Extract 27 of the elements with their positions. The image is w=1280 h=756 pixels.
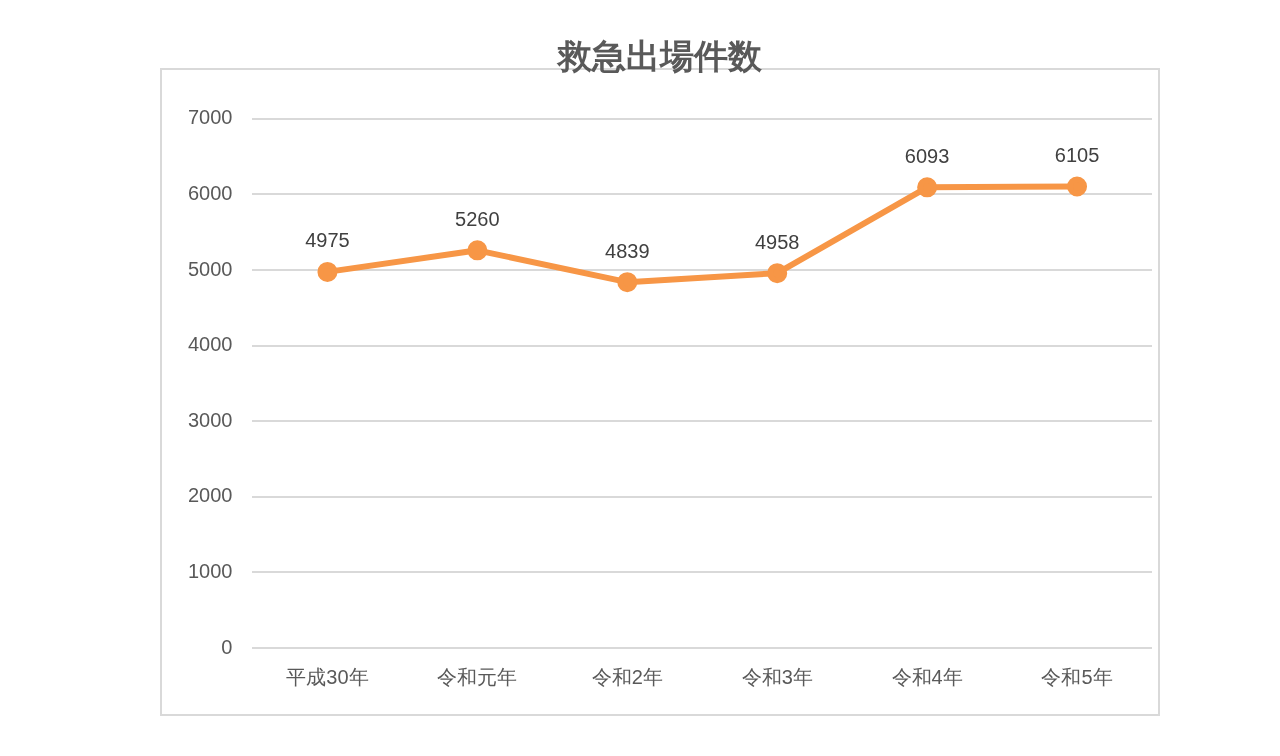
x-tick-label: 令和4年 [891,665,963,688]
x-tick-label: 令和元年 [437,665,518,688]
point [317,261,338,282]
x-tick-label: 平成30年 [286,665,369,688]
data-label: 4839 [605,239,650,262]
y-tick-label: 7000 [187,106,233,129]
point [467,240,488,261]
chart-title: 救急出場件数 [556,36,763,75]
x-tick-label: 令和2年 [591,665,663,688]
point [767,263,788,284]
y-tick-label: 2000 [187,484,233,507]
y-tick-label: 0 [221,635,233,658]
y-tick-label: 1000 [187,559,233,582]
point [617,272,638,293]
point [917,177,938,198]
y-tick-label: 3000 [187,408,233,431]
data-label: 4975 [305,229,350,252]
data-label: 6105 [1054,143,1100,166]
y-tick-label: 5000 [187,257,233,280]
y-tick-label: 4000 [187,333,233,356]
data-label: 6093 [904,144,950,167]
point [1067,176,1088,197]
y-tick-label: 6000 [187,181,233,204]
x-tick-label: 令和5年 [1041,665,1113,688]
x-tick-label: 令和3年 [741,665,813,688]
data-label: 4958 [754,230,800,253]
data-label: 5260 [455,207,500,230]
